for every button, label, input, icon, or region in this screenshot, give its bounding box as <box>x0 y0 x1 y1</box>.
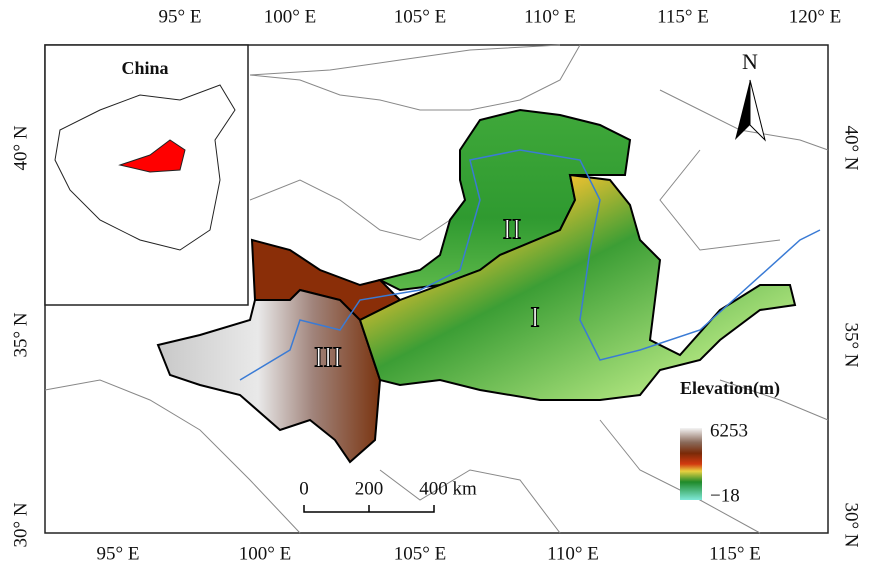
top-tick-label: 105° E <box>394 6 446 27</box>
arrow-right <box>749 79 766 142</box>
bottom-tick-label: 100° E <box>239 543 291 564</box>
left-tick-label: 30° N <box>10 502 31 547</box>
inset-title: China <box>121 58 168 78</box>
legend: Elevation(m) 6253 −18 <box>680 378 780 506</box>
north-arrow: N <box>735 49 766 142</box>
color-bar <box>680 428 702 500</box>
top-tick-label: 100° E <box>264 6 316 27</box>
scale-label: 0 <box>299 478 309 499</box>
province-boundaries <box>44 44 829 534</box>
legend-max: 6253 <box>710 420 748 441</box>
legend-min: −18 <box>710 485 740 506</box>
scale-line <box>303 505 435 513</box>
bottom-tick-label: 110° E <box>547 543 599 564</box>
top-tick-label: 120° E <box>789 6 841 27</box>
bottom-tick-label: 95° E <box>97 543 140 564</box>
graticule-labels: 95° E 100° E 105° E 110° E 115° E 120° E 95° E… <box>10 6 861 564</box>
right-tick-label: 35° N <box>841 322 862 367</box>
top-tick-label: 95° E <box>159 6 202 27</box>
scale-label: 200 <box>355 478 384 499</box>
top-tick-label: 115° E <box>657 6 709 27</box>
yellow-river <box>239 149 821 381</box>
arrow-left <box>735 80 750 140</box>
north-label: N <box>742 49 758 74</box>
bottom-tick-label: 105° E <box>394 543 446 564</box>
region-label: III <box>314 342 342 373</box>
region-label: I <box>530 302 539 333</box>
scale-label: 400 km <box>419 478 477 499</box>
yellow-river-basin <box>118 139 186 173</box>
left-tick-label: 40° N <box>10 125 31 170</box>
top-tick-label: 110° E <box>524 6 576 27</box>
right-tick-label: 30° N <box>841 502 862 547</box>
bottom-tick-label: 115° E <box>709 543 761 564</box>
left-tick-label: 35° N <box>10 312 31 357</box>
inset: China <box>44 44 249 306</box>
scale-bar: 0 200 400 km <box>299 478 477 513</box>
region-label: II <box>503 214 522 245</box>
right-tick-label: 40° N <box>841 125 862 170</box>
region-I <box>358 173 797 401</box>
legend-title: Elevation(m) <box>680 378 780 399</box>
